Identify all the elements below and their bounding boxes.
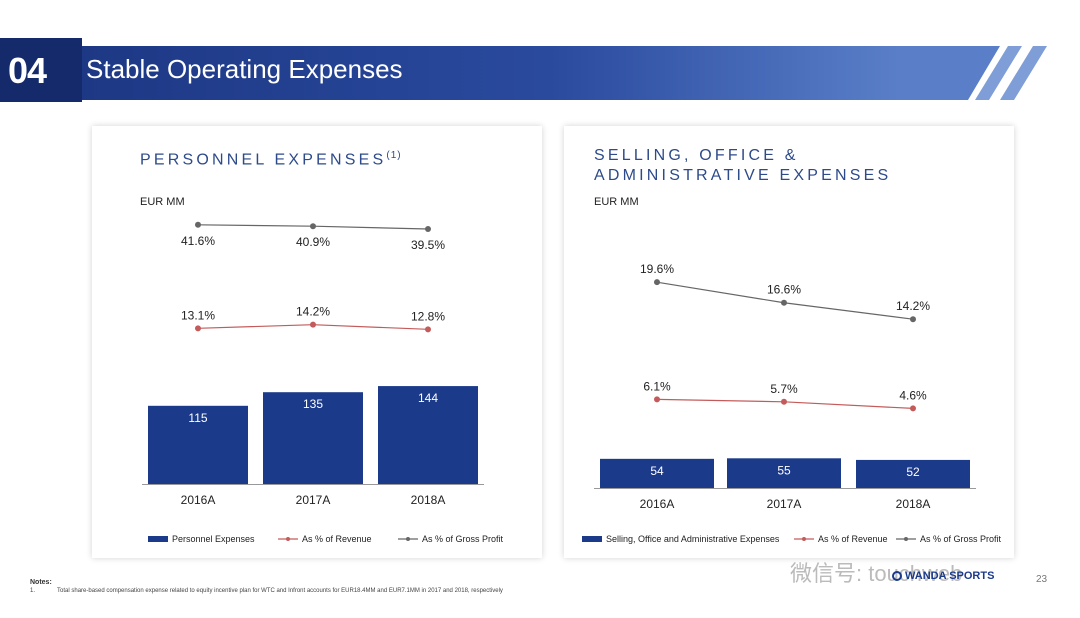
watermark: 微信号: touchweb: [790, 561, 963, 586]
revenue-pct-point: [781, 398, 787, 405]
category-label: 2017A: [767, 497, 802, 511]
gross-profit-pct-value-label: 16.6%: [767, 283, 801, 297]
revenue-pct-point: [310, 321, 316, 328]
legend-gross-profit-swatch-dot: [406, 537, 410, 541]
personnel-expenses-card: PERSONNEL EXPENSES(1) EUR MM: [92, 126, 542, 558]
bar-2017A: [263, 392, 363, 484]
notes-heading: Notes:: [30, 579, 52, 586]
wanda-sports-logo: WANDA SPORTS: [892, 570, 994, 582]
logo-text: WANDA SPORTS: [905, 570, 995, 582]
page-number: 23: [1036, 574, 1048, 585]
gross-profit-pct-point: [425, 226, 431, 232]
gross-profit-pct-value-label: 39.5%: [411, 238, 445, 252]
gross-profit-pct-value-label: 14.2%: [896, 299, 930, 313]
legend-gross-profit-swatch-dot: [904, 537, 908, 541]
legend-label: As % of Revenue: [302, 534, 372, 544]
bar-2016A: [600, 458, 714, 488]
sga-expenses-chart: 54 55 52 2016A 2017A 2018A 6.1% 5.7% 4.6% 19.6% 16…: [582, 262, 1002, 544]
legend-bar-swatch: [582, 536, 602, 542]
gross-profit-pct-point: [195, 221, 201, 228]
bar-2018A: [856, 459, 970, 488]
category-label: 2017A: [296, 493, 331, 507]
bar-value-label: 52: [906, 465, 920, 479]
notes-text: 1. Total share-based compensation expense…: [30, 588, 503, 594]
revenue-pct-point: [654, 396, 660, 403]
legend-label: As % of Gross Profit: [920, 534, 1002, 544]
revenue-pct-value-label: 14.2%: [296, 305, 330, 319]
legend-label: As % of Revenue: [818, 534, 888, 544]
page-title: Stable Operating Expenses: [86, 54, 403, 84]
revenue-pct-point: [425, 326, 431, 333]
legend-label: Selling, Office and Administrative Expen…: [606, 534, 780, 544]
bar-2018A: [378, 386, 478, 484]
bar-value-label: 55: [777, 463, 791, 477]
legend-label: Personnel Expenses: [172, 534, 255, 544]
revenue-pct-value-label: 5.7%: [770, 382, 798, 396]
bar-value-label: 115: [188, 411, 207, 425]
gross-profit-pct-point: [910, 316, 916, 323]
bar-2016A: [148, 405, 248, 484]
gross-profit-pct-value-label: 41.6%: [181, 234, 215, 248]
logo-ring-icon: [892, 571, 902, 581]
gross-profit-pct-point: [654, 279, 660, 286]
gross-profit-pct-point: [310, 223, 316, 230]
legend-revenue-swatch-dot: [286, 537, 290, 541]
card-title-text: PERSONNEL EXPENSES: [140, 151, 387, 169]
personnel-expenses-chart: 115 135 144 2016A 2017A 2018A 13.1% 14.2% 12.8% 4…: [142, 221, 504, 544]
revenue-pct-value-label: 4.6%: [899, 388, 927, 402]
revenue-pct-value-label: 13.1%: [181, 308, 215, 322]
unit-label: EUR MM: [594, 196, 639, 208]
unit-label: EUR MM: [140, 196, 185, 208]
category-label: 2016A: [640, 497, 675, 511]
revenue-pct-point: [195, 325, 201, 332]
card-title-line1: SELLING, OFFICE &: [594, 147, 799, 164]
revenue-pct-value-label: 6.1%: [643, 379, 671, 393]
sga-expenses-title: SELLING, OFFICE & ADMINISTRATIVE EXPENSE…: [594, 146, 891, 186]
revenue-pct-point: [910, 405, 916, 412]
category-label: 2018A: [896, 497, 931, 511]
note-number: 1.: [30, 588, 36, 594]
footnote-marker: (1): [386, 150, 402, 161]
category-label: 2018A: [411, 493, 446, 507]
bar-value-label: 54: [650, 464, 664, 478]
bar-2017A: [727, 458, 841, 488]
bar-value-label: 144: [418, 391, 438, 405]
revenue-pct-value-label: 12.8%: [411, 309, 445, 323]
gross-profit-pct-value-label: 40.9%: [296, 235, 330, 249]
category-label: 2016A: [181, 493, 216, 507]
section-number: 04: [8, 50, 47, 91]
legend-label: As % of Gross Profit: [422, 534, 504, 544]
gross-profit-pct-value-label: 19.6%: [640, 262, 674, 276]
header-banner: [0, 38, 1047, 102]
card-title-line2: ADMINISTRATIVE EXPENSES: [594, 167, 892, 184]
legend-revenue-swatch-dot: [802, 537, 806, 541]
bar-value-label: 135: [303, 397, 323, 411]
personnel-expenses-title: PERSONNEL EXPENSES(1): [140, 146, 402, 170]
legend-bar-swatch: [148, 536, 168, 542]
gross-profit-pct-point: [781, 299, 787, 306]
note-body: Total share-based compensation expense r…: [57, 588, 503, 594]
